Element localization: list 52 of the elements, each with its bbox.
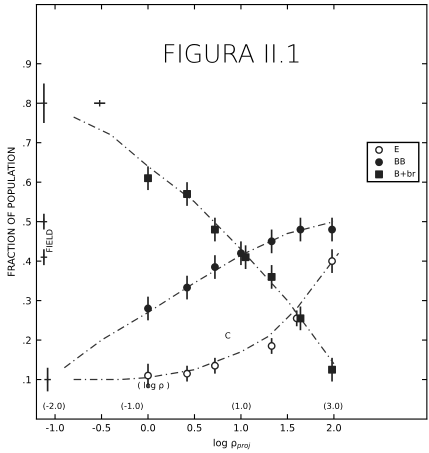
- point: [328, 226, 336, 234]
- point: [210, 362, 219, 370]
- x-axis-title: log ρ$_{proj}$: [214, 438, 250, 450]
- annotation: (-1.0): [121, 402, 143, 410]
- y-tick-label: .4: [23, 258, 32, 265]
- point: [268, 272, 276, 281]
- legend-label: BB: [394, 158, 405, 164]
- annotation: FIELD: [46, 229, 52, 252]
- x-tick-label: -1.0: [46, 424, 64, 432]
- annotation: (1.0): [232, 402, 251, 410]
- y-tick-label: .5: [23, 218, 31, 226]
- point: [183, 190, 191, 198]
- legend-label: E: [394, 146, 399, 152]
- point: [183, 370, 191, 378]
- x-tick-label: 0.5: [187, 424, 202, 432]
- y-tick-label: .8: [23, 100, 31, 108]
- point: [144, 174, 152, 182]
- y-tick-label: .6: [23, 178, 31, 186]
- annotation: (-2.0): [43, 402, 65, 410]
- point: [40, 253, 48, 262]
- y-axis-title: FRACTION OF POPULATION: [8, 148, 15, 276]
- point: [210, 263, 219, 271]
- legend-label: B+br: [394, 170, 416, 177]
- x-tick-label: 1.0: [234, 424, 248, 432]
- y-tick-label: .7: [23, 139, 31, 146]
- y-tick-label: .3: [23, 297, 31, 304]
- point: [268, 342, 276, 350]
- line-series: [64, 221, 335, 368]
- point: [210, 226, 219, 234]
- point: [183, 284, 191, 292]
- annotation: (3.0): [324, 402, 342, 410]
- x-tick-label: -0.5: [92, 424, 110, 432]
- annotation: C: [225, 332, 230, 339]
- point: [268, 237, 276, 246]
- point: [40, 218, 48, 226]
- point: [144, 372, 152, 380]
- x-tick-label: 2.0: [326, 424, 341, 432]
- annotation: ( log ρ ): [138, 382, 170, 390]
- y-tick-label: .2: [23, 336, 31, 344]
- y-tick-label: .9: [23, 60, 31, 68]
- point: [44, 376, 52, 384]
- text: FIGURA II.1: [164, 44, 298, 63]
- y-tick-label: .1: [23, 376, 31, 384]
- x-tick-label: 0.0: [140, 424, 156, 432]
- point: [296, 226, 304, 234]
- point: [144, 304, 152, 312]
- x-tick-label: 1.5: [280, 424, 294, 432]
- point: [242, 253, 250, 262]
- point: [296, 314, 304, 322]
- point: [328, 257, 336, 266]
- point: [328, 366, 336, 374]
- point: [40, 99, 48, 108]
